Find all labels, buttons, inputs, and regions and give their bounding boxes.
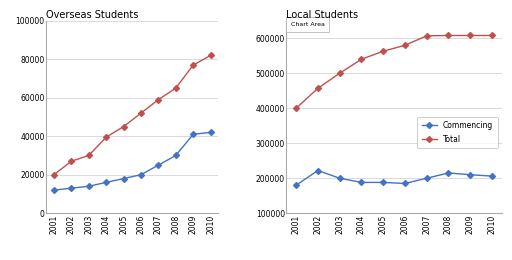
Total <box>173 87 179 90</box>
Commencing <box>103 181 109 184</box>
Commencing <box>86 185 92 188</box>
Line: Commencing: Commencing <box>52 130 212 192</box>
Total <box>380 50 386 53</box>
Commencing <box>423 177 430 180</box>
Commencing <box>380 181 386 184</box>
Commencing <box>467 173 473 176</box>
Total <box>155 98 161 101</box>
Total <box>336 72 343 75</box>
Commencing <box>315 169 321 172</box>
Total <box>120 125 126 128</box>
Total <box>51 173 57 176</box>
Commencing <box>190 133 196 136</box>
Commencing <box>51 188 57 192</box>
Commencing <box>293 184 299 187</box>
Text: Local Students: Local Students <box>286 10 358 20</box>
Text: Chart Area: Chart Area <box>291 22 325 27</box>
Total <box>293 107 299 110</box>
Commencing <box>173 154 179 157</box>
Total <box>138 112 144 115</box>
Total <box>86 154 92 157</box>
Commencing <box>402 182 408 185</box>
Commencing <box>138 173 144 176</box>
Total <box>358 58 365 61</box>
Commencing <box>358 181 365 184</box>
Commencing <box>155 164 161 167</box>
Commencing <box>207 131 214 134</box>
Total <box>315 87 321 90</box>
Line: Total: Total <box>52 53 212 177</box>
Commencing <box>120 177 126 180</box>
Total <box>489 34 495 37</box>
Commencing <box>445 171 452 174</box>
Total <box>207 54 214 57</box>
Commencing <box>68 187 74 190</box>
Total <box>402 44 408 47</box>
Total <box>445 34 452 37</box>
Total <box>467 34 473 37</box>
Commencing <box>336 177 343 180</box>
Legend: Commencing, Total: Commencing, Total <box>417 116 498 148</box>
Total <box>190 63 196 67</box>
Total <box>103 136 109 139</box>
Line: Total: Total <box>294 33 494 110</box>
Total <box>68 160 74 163</box>
Line: Commencing: Commencing <box>294 168 494 187</box>
Text: Overseas Students: Overseas Students <box>46 10 138 20</box>
Commencing <box>489 174 495 178</box>
Total <box>423 34 430 37</box>
